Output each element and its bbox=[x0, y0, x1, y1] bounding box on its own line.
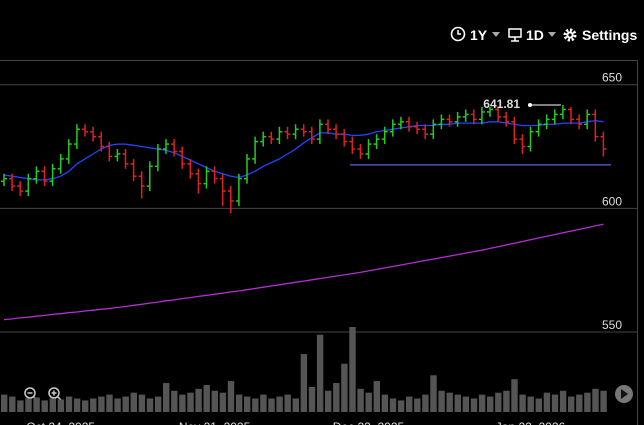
volume-bar bbox=[438, 390, 445, 412]
volume-bar bbox=[130, 392, 137, 412]
volume-bar bbox=[308, 386, 316, 412]
volume-bar bbox=[397, 400, 405, 412]
volume-bar bbox=[9, 396, 16, 412]
toolbar: 1Y 1D Settings bbox=[450, 26, 637, 43]
volume-bar bbox=[292, 398, 299, 412]
volume-bar bbox=[535, 398, 542, 412]
volume-bar bbox=[357, 388, 364, 412]
volume-bar bbox=[406, 396, 413, 412]
volume-bar bbox=[381, 394, 389, 412]
annotation-dot bbox=[528, 102, 532, 107]
x-tick-label: Nov 21, 2025 bbox=[179, 420, 251, 425]
volume-bar bbox=[268, 398, 275, 412]
volume-bar bbox=[163, 383, 170, 412]
volume-bar bbox=[454, 394, 461, 412]
volume-bar bbox=[90, 398, 97, 412]
volume-bar bbox=[527, 396, 534, 412]
volume-bar bbox=[470, 398, 478, 412]
volume-bar bbox=[511, 379, 518, 412]
volume-bar bbox=[300, 354, 308, 412]
volume-bar bbox=[349, 327, 356, 412]
volume-bar bbox=[430, 375, 437, 412]
volume-bar bbox=[49, 398, 56, 412]
y-tick-label: 600 bbox=[602, 194, 622, 208]
volume-bar bbox=[33, 397, 40, 412]
volume-bar bbox=[1, 394, 8, 412]
volume-bar bbox=[227, 381, 235, 412]
range-label[interactable]: 1Y bbox=[470, 27, 488, 43]
y-tick-label: 550 bbox=[602, 318, 622, 332]
moving-average bbox=[3, 223, 604, 321]
volume-bar bbox=[414, 398, 421, 412]
volume-bar bbox=[584, 392, 591, 412]
volume-bar bbox=[82, 400, 89, 412]
range-button[interactable]: 1Y bbox=[450, 26, 501, 43]
x-tick-label: Oct 24, 2025 bbox=[26, 420, 95, 425]
volume-bar bbox=[551, 394, 559, 412]
volume-bar bbox=[114, 398, 121, 412]
volume-bar bbox=[341, 363, 348, 412]
volume-bar bbox=[333, 383, 340, 412]
volume-bar bbox=[122, 396, 129, 412]
volume-bar bbox=[211, 390, 218, 412]
volume-bar bbox=[559, 390, 567, 412]
volume-bar bbox=[543, 392, 551, 412]
interval-button[interactable]: 1D bbox=[508, 27, 556, 43]
moving-average bbox=[3, 119, 604, 181]
volume-bar bbox=[195, 388, 202, 412]
volume-bar bbox=[65, 396, 73, 412]
volume-bar bbox=[389, 398, 397, 412]
volume-bar bbox=[576, 394, 583, 412]
volume-bar bbox=[244, 396, 251, 412]
volume-bar bbox=[25, 398, 32, 412]
y-tick-label: 650 bbox=[602, 71, 622, 85]
volume-bar bbox=[592, 388, 599, 412]
settings-button[interactable]: Settings bbox=[563, 27, 637, 43]
volume-bar bbox=[106, 394, 113, 412]
volume-bar bbox=[17, 400, 24, 412]
settings-label[interactable]: Settings bbox=[582, 27, 637, 43]
volume-bar bbox=[600, 390, 607, 412]
volume-bar bbox=[316, 334, 324, 412]
volume-bar bbox=[219, 392, 227, 412]
volume-bar bbox=[98, 396, 105, 412]
volume-bar bbox=[284, 394, 291, 412]
volume-bar bbox=[252, 398, 259, 412]
annotation-label: 641.81 bbox=[483, 97, 520, 111]
volume-bar bbox=[487, 396, 494, 412]
volume-bar bbox=[365, 392, 372, 412]
volume-bar bbox=[503, 390, 510, 412]
volume-bar bbox=[422, 394, 429, 412]
volume-bar bbox=[171, 390, 178, 412]
volume-bar bbox=[446, 392, 453, 412]
volume-bar bbox=[138, 394, 146, 412]
volume-bar bbox=[187, 392, 194, 412]
volume-bar bbox=[519, 394, 526, 412]
volume-bar bbox=[41, 400, 48, 412]
volume-bar bbox=[154, 396, 162, 412]
volume-bar bbox=[495, 392, 502, 412]
x-tick-label: Jan 22, 2026 bbox=[496, 420, 566, 425]
volume-bar bbox=[57, 399, 65, 412]
volume-bar bbox=[146, 398, 154, 412]
volume-bar bbox=[373, 381, 380, 412]
chart-frame bbox=[0, 60, 638, 425]
volume-bar bbox=[260, 394, 267, 412]
x-tick-label: Dec 22, 2025 bbox=[333, 420, 405, 425]
volume-bar bbox=[568, 396, 575, 412]
volume-bar bbox=[276, 396, 283, 412]
volume-bar bbox=[179, 394, 186, 412]
volume-bar bbox=[478, 394, 486, 412]
play-button[interactable] bbox=[615, 385, 633, 403]
volume-bar bbox=[325, 390, 332, 412]
interval-label[interactable]: 1D bbox=[526, 27, 544, 43]
volume-bar bbox=[462, 396, 470, 412]
volume-bar bbox=[73, 398, 81, 412]
volume-bar bbox=[203, 384, 210, 412]
volume-bar bbox=[235, 394, 243, 412]
